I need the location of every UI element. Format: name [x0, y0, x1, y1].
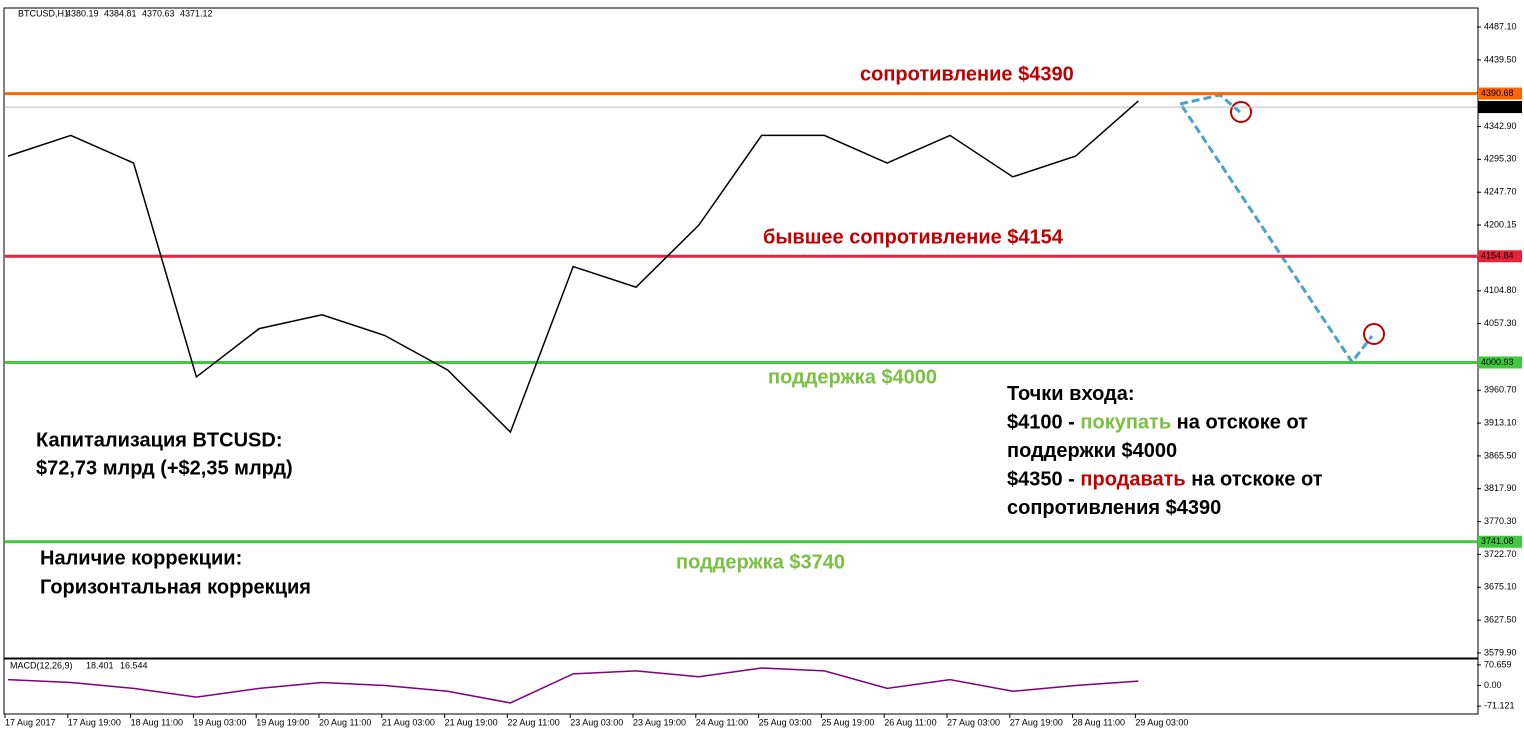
x-tick-label: 25 Aug 03:00 — [759, 717, 812, 727]
level-label: 4154.84 — [1481, 251, 1514, 261]
annotation: $72,73 млрд (+$2,35 млрд) — [36, 457, 293, 479]
current-price-label: 4371.12 — [1481, 101, 1514, 111]
entry-line: $4350 - продавать на отскоке от — [1007, 469, 1323, 491]
y-tick-label: 4057.30 — [1484, 318, 1517, 328]
y-tick-label: 3960.70 — [1484, 385, 1517, 395]
header: BTCUSD,H1 — [18, 8, 69, 18]
symbol: BTCUSD,H1 — [18, 8, 69, 18]
x-tick-label: 28 Aug 11:00 — [1073, 717, 1125, 727]
level-tag — [1478, 250, 1522, 263]
level-label: 4390.68 — [1481, 88, 1514, 98]
indicator-value: 18.401 — [86, 660, 114, 670]
current-price-tag — [1478, 101, 1522, 114]
annotation: поддержка $4000 — [768, 366, 937, 388]
entry-line: поддержки $4000 — [1007, 440, 1177, 462]
y-tick-label: 3865.50 — [1484, 450, 1517, 460]
entry-segment: на отскоке от — [1171, 412, 1308, 434]
annotation: Горизонтальная коррекция — [40, 576, 311, 598]
level-label: 4000.93 — [1481, 357, 1514, 367]
x-tick-label: 17 Aug 2017 — [5, 717, 56, 727]
x-tick-label: 19 Aug 19:00 — [256, 717, 309, 727]
level-label: 3741.08 — [1481, 536, 1514, 546]
entry-segment: на отскоке от — [1186, 469, 1323, 491]
entry-line: сопротивления $4390 — [1007, 497, 1221, 519]
entry-line: Точки входа: — [1007, 383, 1135, 405]
entry-segment: сопротивления $4390 — [1007, 497, 1221, 519]
y-tick-label: 4342.90 — [1484, 121, 1517, 131]
y-tick-label: 4439.50 — [1484, 54, 1517, 64]
x-tick-label: 29 Aug 03:00 — [1135, 717, 1188, 727]
y-tick-label: 3817.90 — [1484, 483, 1517, 493]
x-tick-label: 23 Aug 03:00 — [570, 717, 623, 727]
entry-segment: продавать — [1080, 469, 1185, 491]
annotation: поддержка $3740 — [676, 551, 845, 573]
y-tick-label: 3675.10 — [1484, 582, 1517, 592]
annotation: сопротивление $4390 — [860, 63, 1074, 85]
x-tick-label: 18 Aug 11:00 — [131, 717, 183, 727]
x-tick-label: 27 Aug 03:00 — [947, 717, 1000, 727]
x-tick-label: 26 Aug 11:00 — [884, 717, 936, 727]
annotation: Наличие коррекции: — [40, 547, 242, 569]
y-tick-label: 3722.70 — [1484, 549, 1517, 559]
x-tick-label: 24 Aug 11:00 — [696, 717, 748, 727]
y-tick-label: 4247.70 — [1484, 187, 1517, 197]
indicator-title: MACD(12,26,9) — [10, 660, 73, 670]
ohlc-value: 4371.12 — [180, 8, 213, 18]
x-tick-label: 17 Aug 19:00 — [68, 717, 121, 727]
y-tick-label: 4487.10 — [1484, 21, 1517, 31]
y-tick-label: 3627.50 — [1484, 614, 1517, 624]
annotation: бывшее сопротивление $4154 — [763, 226, 1064, 248]
target-circle — [1363, 323, 1385, 345]
entry-segment: Точки входа: — [1007, 383, 1135, 405]
x-tick-label: 19 Aug 03:00 — [193, 717, 246, 727]
series-line — [7, 100, 1139, 434]
x-tick-label: 20 Aug 11:00 — [319, 717, 371, 727]
ohlc-value: 4384.81 — [104, 8, 137, 18]
x-tick-label: 22 Aug 11:00 — [507, 717, 559, 727]
x-tick-label: 21 Aug 03:00 — [382, 717, 435, 727]
level-tag — [1478, 535, 1522, 548]
target-circle — [1230, 101, 1252, 123]
y-tick-label: 4104.80 — [1484, 285, 1517, 295]
y-tick-label: 70.659 — [1484, 659, 1512, 669]
ohlc-value: 4370.63 — [142, 8, 175, 18]
x-tick-label: 27 Aug 19:00 — [1010, 717, 1063, 727]
y-tick-label: 0.00 — [1484, 680, 1502, 690]
ohlc-value: 4380.19 — [66, 8, 99, 18]
indicator-value: 16.544 — [120, 660, 148, 670]
entry-segment: поддержки $4000 — [1007, 440, 1177, 462]
y-tick-label: 3579.90 — [1484, 647, 1517, 657]
y-tick-label: 3913.10 — [1484, 417, 1517, 427]
entry-segment: $4350 - — [1007, 469, 1080, 491]
entry-line: $4100 - покупать на отскоке от — [1007, 412, 1308, 434]
series-line — [7, 667, 1139, 704]
y-tick-label: 4200.15 — [1484, 219, 1517, 229]
level-tag — [1478, 87, 1522, 100]
macd-panel — [3, 658, 1479, 715]
x-tick-label: 23 Aug 19:00 — [633, 717, 686, 727]
x-tick-label: 25 Aug 19:00 — [821, 717, 874, 727]
level-tag — [1478, 356, 1522, 369]
entry-segment: покупать — [1080, 412, 1171, 434]
entry-segment: $4100 - — [1007, 412, 1080, 434]
y-tick-label: -71.121 — [1484, 701, 1515, 711]
y-tick-label: 4295.30 — [1484, 154, 1517, 164]
y-tick-label: 3770.30 — [1484, 516, 1517, 526]
x-tick-label: 21 Aug 19:00 — [445, 717, 498, 727]
annotation: Капитализация BTCUSD: — [36, 429, 282, 451]
